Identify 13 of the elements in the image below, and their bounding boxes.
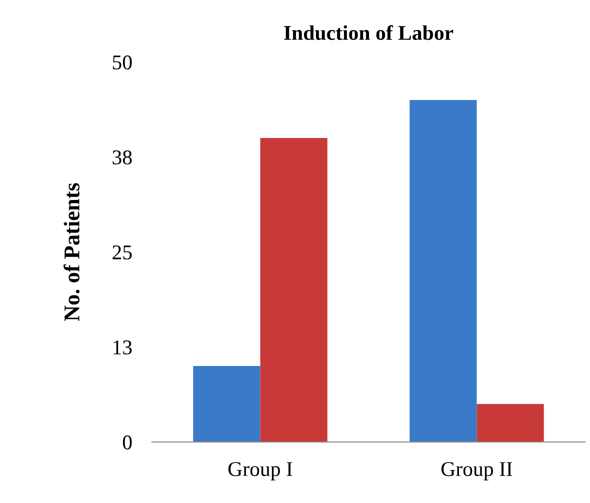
bar — [260, 138, 328, 442]
y-tick-label: 50 — [112, 55, 132, 70]
bar — [193, 366, 260, 442]
x-tick-label: Group I — [228, 462, 292, 480]
bar — [476, 404, 544, 442]
y-tick-label: 25 — [112, 245, 132, 260]
y-tick-label: 38 — [112, 150, 132, 164]
y-tick-label: 0 — [122, 435, 132, 450]
x-tick-label: Group II — [441, 462, 512, 480]
y-axis-title: No. of Patients — [64, 183, 80, 322]
chart-title: Induction of Labor — [284, 25, 454, 40]
y-tick-label: 13 — [114, 340, 132, 354]
bar — [410, 100, 477, 442]
